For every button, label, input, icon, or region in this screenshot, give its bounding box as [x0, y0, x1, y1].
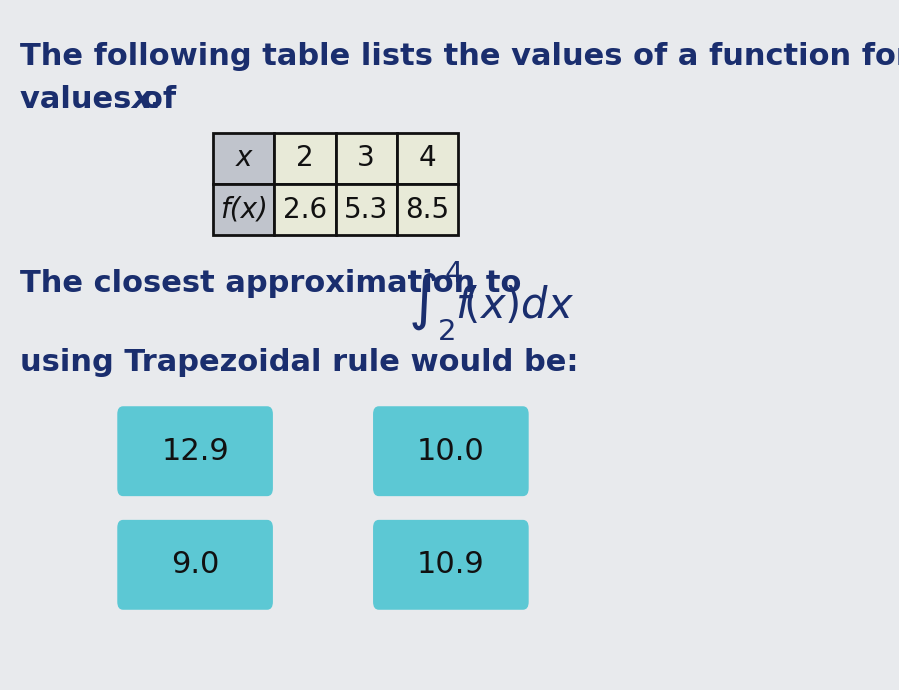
Text: 2: 2	[296, 144, 314, 172]
Text: 2.6: 2.6	[283, 196, 327, 224]
Text: 4: 4	[419, 144, 436, 172]
FancyBboxPatch shape	[117, 520, 273, 610]
FancyBboxPatch shape	[274, 184, 335, 235]
Text: The closest approximation to: The closest approximation to	[20, 269, 521, 298]
Text: f(x): f(x)	[219, 196, 268, 224]
FancyBboxPatch shape	[396, 184, 458, 235]
Text: $\int_{2}^{4}\! f\!\left(x\right)dx$: $\int_{2}^{4}\! f\!\left(x\right)dx$	[407, 259, 574, 343]
FancyBboxPatch shape	[274, 132, 335, 184]
Text: values of: values of	[20, 85, 187, 114]
Text: 9.0: 9.0	[171, 551, 219, 580]
FancyBboxPatch shape	[335, 184, 396, 235]
Text: 10.9: 10.9	[417, 551, 485, 580]
FancyBboxPatch shape	[373, 406, 529, 496]
FancyBboxPatch shape	[213, 132, 274, 184]
FancyBboxPatch shape	[373, 520, 529, 610]
Text: x: x	[236, 144, 252, 172]
Text: x.: x.	[131, 85, 163, 114]
Text: 8.5: 8.5	[405, 196, 450, 224]
Text: 10.0: 10.0	[417, 437, 485, 466]
FancyBboxPatch shape	[213, 184, 274, 235]
Text: 12.9: 12.9	[161, 437, 229, 466]
FancyBboxPatch shape	[396, 132, 458, 184]
Text: using Trapezoidal rule would be:: using Trapezoidal rule would be:	[20, 348, 579, 377]
FancyBboxPatch shape	[117, 406, 273, 496]
Text: 3: 3	[357, 144, 375, 172]
Text: The following table lists the values of a function for 3: The following table lists the values of …	[20, 41, 899, 70]
Text: 5.3: 5.3	[344, 196, 388, 224]
FancyBboxPatch shape	[335, 132, 396, 184]
